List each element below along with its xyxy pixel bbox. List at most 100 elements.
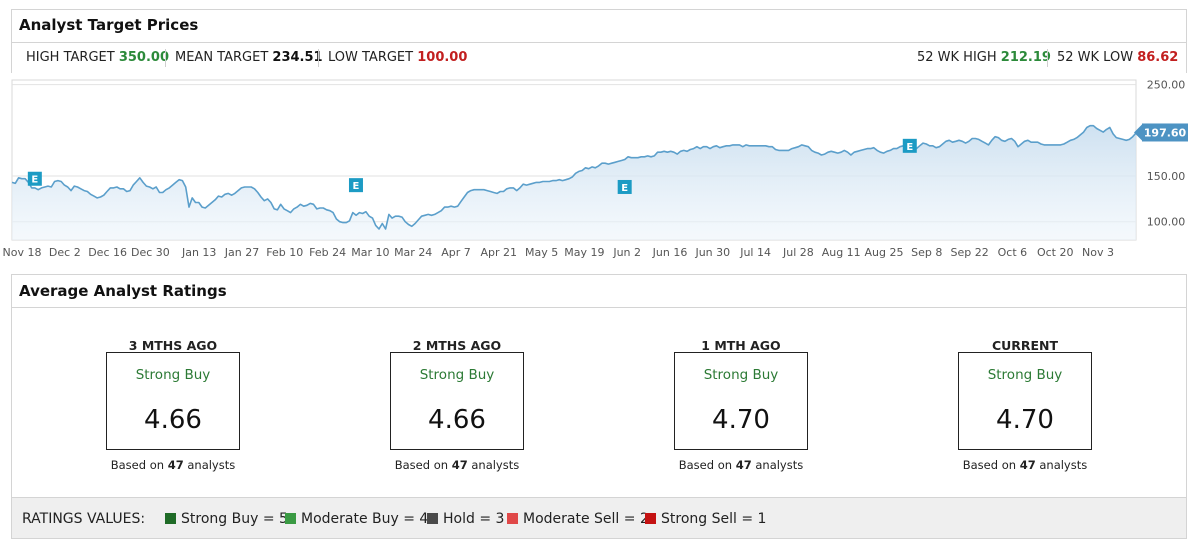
low-target-label: LOW TARGET — [328, 50, 414, 65]
legend-swatch — [285, 513, 296, 524]
earnings-marker-label: E — [906, 142, 913, 153]
title-divider — [11, 42, 1187, 43]
legend-item: Moderate Buy = 4 — [285, 511, 428, 527]
legend-text: Moderate Sell = 2 — [523, 511, 649, 527]
legend-label: RATINGS VALUES: — [22, 511, 146, 527]
earnings-marker-label: E — [31, 175, 38, 186]
52wk-high-value: 212.19 — [1000, 50, 1051, 65]
legend-item: Strong Buy = 5 — [165, 511, 288, 527]
x-tick-label: Oct 6 — [998, 246, 1028, 259]
analyst-count: 47 — [1019, 458, 1036, 472]
x-tick-label: Sep 22 — [950, 246, 988, 259]
x-tick-label: Dec 16 — [88, 246, 127, 259]
x-tick-label: Mar 24 — [394, 246, 432, 259]
y-tick-label: 250.00 — [1147, 79, 1186, 92]
footnote-suffix: analysts — [471, 458, 520, 472]
legend-text: Moderate Buy = 4 — [301, 511, 429, 527]
rating-label: Strong Buy — [703, 367, 779, 383]
rating-footnote: Based on 47 analysts — [644, 458, 838, 472]
footnote-prefix: Based on — [962, 458, 1017, 472]
high-target-value: 350.00 — [118, 50, 169, 65]
52wk-high-stat: 52 WK HIGH 212.19 — [917, 50, 1051, 65]
ratings-legend: RATINGS VALUES: Strong Buy = 5 Moderate B… — [11, 497, 1187, 539]
mean-target-stat: MEAN TARGET 234.51 — [175, 50, 323, 65]
earnings-marker — [617, 179, 632, 194]
rating-value: 4.66 — [144, 405, 202, 435]
target-prices-title: Analyst Target Prices — [19, 16, 199, 34]
rating-period-title: CURRENT — [991, 338, 1059, 353]
earnings-marker-label: E — [353, 181, 360, 192]
legend-text: Strong Buy = 5 — [181, 511, 288, 527]
rating-value: 4.66 — [428, 405, 486, 435]
x-tick-label: Feb 10 — [266, 246, 303, 259]
y-tick-label: 150.00 — [1147, 170, 1186, 183]
footnote-suffix: analysts — [1039, 458, 1088, 472]
rating-box: Strong Buy 4.66 — [106, 352, 240, 450]
high-target-stat: HIGH TARGET 350.00 — [26, 50, 169, 65]
price-line — [11, 124, 1137, 230]
x-tick-label: Dec 30 — [131, 246, 170, 259]
legend-item: Moderate Sell = 2 — [507, 511, 649, 527]
analyst-count: 47 — [735, 458, 752, 472]
rating-period-title: 3 MTHS AGO — [128, 338, 218, 353]
ratings-divider — [11, 307, 1187, 308]
analyst-count: 47 — [451, 458, 468, 472]
legend-swatch — [645, 513, 656, 524]
stat-separator — [318, 49, 319, 67]
rating-label: Strong Buy — [135, 367, 211, 383]
stat-separator — [1047, 49, 1048, 67]
low-target-stat: LOW TARGET 100.00 — [328, 50, 467, 65]
mean-target-label: MEAN TARGET — [175, 50, 269, 65]
target-stats-bar: HIGH TARGET 350.00 MEAN TARGET 234.51 LO… — [11, 44, 1187, 72]
earnings-marker — [902, 138, 917, 153]
x-tick-label: Jun 16 — [652, 246, 688, 259]
52wk-low-value: 86.62 — [1137, 50, 1179, 65]
x-tick-label: May 5 — [525, 246, 558, 259]
footnote-suffix: analysts — [187, 458, 236, 472]
legend-swatch — [507, 513, 518, 524]
rating-period-title: 1 MTH AGO — [701, 338, 781, 353]
x-tick-label: Jul 14 — [739, 246, 771, 259]
rating-period-title: 2 MTHS AGO — [412, 338, 502, 353]
low-target-value: 100.00 — [417, 50, 468, 65]
x-tick-label: Apr 7 — [441, 246, 471, 259]
x-tick-label: Apr 21 — [481, 246, 518, 259]
legend-text: Hold = 3 — [443, 511, 505, 527]
rating-box: Strong Buy 4.66 — [390, 352, 524, 450]
earnings-marker — [348, 178, 363, 193]
x-tick-label: Dec 2 — [49, 246, 81, 259]
x-tick-label: Jan 27 — [224, 246, 259, 259]
high-target-label: HIGH TARGET — [26, 50, 115, 65]
price-chart[interactable]: 100.00 150.00 250.00 197.60 E E E E Nov 18 Dec 2 D… — [0, 72, 1196, 264]
rating-footnote: Based on 47 analysts — [360, 458, 554, 472]
rating-box: Strong Buy 4.70 — [674, 352, 808, 450]
52wk-high-label: 52 WK HIGH — [917, 50, 997, 65]
rating-value: 4.70 — [996, 405, 1054, 435]
x-tick-label: Jun 30 — [694, 246, 730, 259]
footnote-prefix: Based on — [678, 458, 733, 472]
target-prices-panel — [11, 9, 1187, 73]
rating-value: 4.70 — [712, 405, 770, 435]
stat-separator — [165, 49, 166, 67]
current-value-box — [1142, 123, 1188, 142]
ratings-panel — [11, 274, 1187, 498]
ratings-title: Average Analyst Ratings — [19, 282, 227, 300]
x-tick-label: Jan 13 — [181, 246, 216, 259]
x-tick-label: Jul 28 — [782, 246, 814, 259]
x-tick-label: Nov 18 — [3, 246, 42, 259]
legend-item: Strong Sell = 1 — [645, 511, 766, 527]
x-tick-label: Aug 11 — [822, 246, 861, 259]
52wk-low-label: 52 WK LOW — [1057, 50, 1134, 65]
rating-label: Strong Buy — [419, 367, 495, 383]
footnote-suffix: analysts — [755, 458, 804, 472]
x-tick-label: May 19 — [564, 246, 604, 259]
legend-swatch — [165, 513, 176, 524]
x-tick-label: Jun 2 — [612, 246, 641, 259]
analyst-count: 47 — [167, 458, 184, 472]
rating-footnote: Based on 47 analysts — [928, 458, 1122, 472]
x-tick-label: Aug 25 — [865, 246, 904, 259]
earnings-marker — [27, 171, 42, 186]
current-value-label: 197.60 — [1144, 126, 1187, 139]
mean-target-value: 234.51 — [272, 50, 323, 65]
x-tick-label: Oct 20 — [1037, 246, 1074, 259]
